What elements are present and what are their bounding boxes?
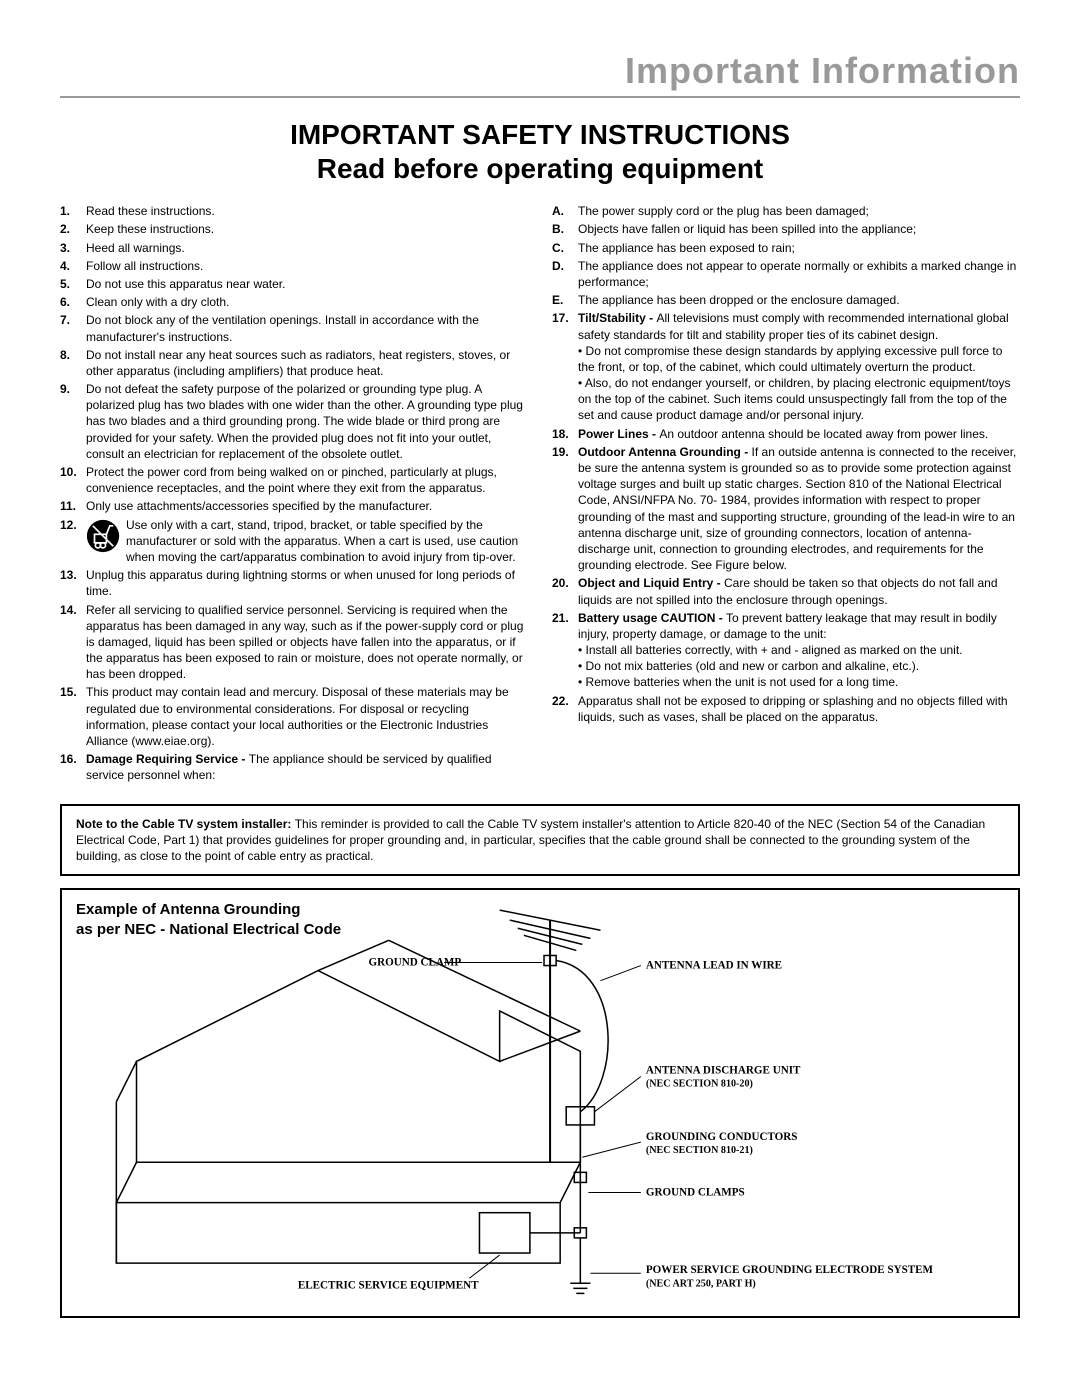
label-discharge-sub: (NEC SECTION 810-20) xyxy=(646,1079,753,1090)
instruction-subitem: B.Objects have fallen or liquid has been… xyxy=(552,221,1020,237)
instruction-item: 9.Do not defeat the safety purpose of th… xyxy=(60,381,528,462)
installer-note-box: Note to the Cable TV system installer: T… xyxy=(60,804,1020,877)
instruction-item: 19.Outdoor Antenna Grounding - If an out… xyxy=(552,444,1020,574)
instruction-item: 3.Heed all warnings. xyxy=(60,240,528,256)
instruction-bullet: Do not compromise these design standards… xyxy=(578,343,1020,375)
instruction-item: 21.Battery usage CAUTION - To prevent ba… xyxy=(552,610,1020,691)
instruction-columns: 1.Read these instructions. 2.Keep these i… xyxy=(60,203,1020,785)
instruction-bullet: Install all batteries correctly, with + … xyxy=(578,642,1020,658)
right-column: A.The power supply cord or the plug has … xyxy=(552,203,1020,785)
instruction-item: 15.This product may contain lead and mer… xyxy=(60,684,528,749)
instruction-item: 6.Clean only with a dry cloth. xyxy=(60,294,528,310)
instruction-item: 11.Only use attachments/accessories spec… xyxy=(60,498,528,514)
instruction-item: 18.Power Lines - An outdoor antenna shou… xyxy=(552,426,1020,442)
instruction-item: 20.Object and Liquid Entry - Care should… xyxy=(552,575,1020,607)
instruction-item: 8.Do not install near any heat sources s… xyxy=(60,347,528,379)
label-discharge-unit: ANTENNA DISCHARGE UNIT xyxy=(646,1065,801,1077)
instruction-subitem: E.The appliance has been dropped or the … xyxy=(552,292,1020,308)
left-list: 1.Read these instructions. 2.Keep these i… xyxy=(60,203,528,783)
instruction-item: 5.Do not use this apparatus near water. xyxy=(60,276,528,292)
title-line-2: Read before operating equipment xyxy=(317,153,764,184)
antenna-diagram-svg: GROUND CLAMP ANTENNA LEAD IN WIRE ANTENN… xyxy=(76,900,1004,1303)
label-ground-clamps: GROUND CLAMPS xyxy=(646,1187,745,1199)
instruction-subitem: D.The appliance does not appear to opera… xyxy=(552,258,1020,290)
page-header-title: Important Information xyxy=(60,50,1020,92)
instruction-item: 10.Protect the power cord from being wal… xyxy=(60,464,528,496)
instruction-item: 22.Apparatus shall not be exposed to dri… xyxy=(552,693,1020,725)
instruction-bullet: Also, do not endanger yourself, or child… xyxy=(578,375,1020,424)
label-electric-service: ELECTRIC SERVICE EQUIPMENT xyxy=(298,1279,479,1291)
instruction-item: 17.Tilt/Stability - All televisions must… xyxy=(552,310,1020,423)
instruction-subitem: A.The power supply cord or the plug has … xyxy=(552,203,1020,219)
label-grounding-cond-sub: (NEC SECTION 810-21) xyxy=(646,1145,753,1156)
note-lead: Note to the Cable TV system installer: xyxy=(76,817,295,831)
tip-over-caution-icon xyxy=(86,519,120,553)
instruction-item: 1.Read these instructions. xyxy=(60,203,528,219)
right-list: 17.Tilt/Stability - All televisions must… xyxy=(552,310,1020,725)
label-power-service-sub: (NEC ART 250, PART H) xyxy=(646,1278,756,1289)
instruction-item: 14.Refer all servicing to qualified serv… xyxy=(60,602,528,683)
main-title: IMPORTANT SAFETY INSTRUCTIONS Read befor… xyxy=(60,118,1020,185)
label-ground-clamp-top: GROUND CLAMP xyxy=(369,957,462,969)
right-sublist: A.The power supply cord or the plug has … xyxy=(552,203,1020,308)
instruction-item: 13.Unplug this apparatus during lightnin… xyxy=(60,567,528,599)
instruction-subitem: C.The appliance has been exposed to rain… xyxy=(552,240,1020,256)
instruction-item: 2.Keep these instructions. xyxy=(60,221,528,237)
instruction-item: 4.Follow all instructions. xyxy=(60,258,528,274)
instruction-item: 7.Do not block any of the ventilation op… xyxy=(60,312,528,344)
label-grounding-cond: GROUNDING CONDUCTORS xyxy=(646,1131,798,1143)
left-column: 1.Read these instructions. 2.Keep these i… xyxy=(60,203,528,785)
instruction-bullet: Do not mix batteries (old and new or car… xyxy=(578,658,1020,674)
label-antenna-lead: ANTENNA LEAD IN WIRE xyxy=(646,960,782,972)
instruction-bullet: Remove batteries when the unit is not us… xyxy=(578,674,1020,690)
label-power-service: POWER SERVICE GROUNDING ELECTRODE SYSTEM xyxy=(646,1264,934,1276)
antenna-diagram-box: Example of Antenna Grounding as per NEC … xyxy=(60,888,1020,1318)
instruction-item: 16.Damage Requiring Service - The applia… xyxy=(60,751,528,783)
instruction-item: 12.Use only with a cart, stand, tripod, … xyxy=(60,517,528,566)
header-rule xyxy=(60,96,1020,98)
title-line-1: IMPORTANT SAFETY INSTRUCTIONS xyxy=(290,119,790,150)
